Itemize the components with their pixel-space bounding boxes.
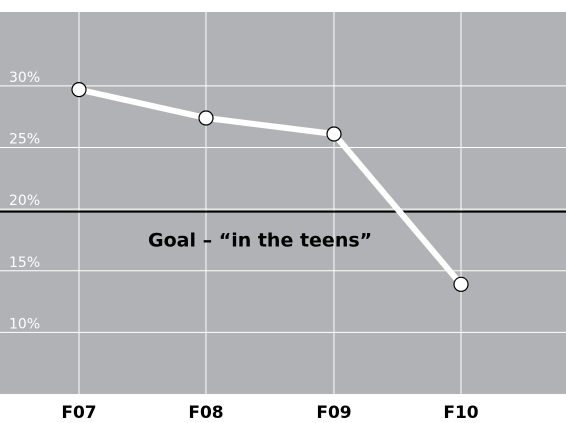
x-axis-ticks: F07 F08 F09 F10 [61, 403, 478, 423]
data-point-f10 [453, 276, 469, 292]
gridlines [0, 12, 566, 394]
data-point-f07 [71, 82, 87, 98]
y-tick-label-2: 20% [9, 193, 40, 209]
y-tick-label-0: 30% [9, 70, 40, 86]
y-tick-label-4: 10% [9, 316, 40, 332]
series-group [71, 82, 469, 292]
y-axis-ticks: 30% 25% 20% 15% 10% [9, 70, 40, 332]
goal-reference: Goal – “in the teens” [0, 210, 566, 252]
plot-background [0, 12, 566, 394]
series-line-0 [78, 86, 464, 287]
data-point-f08 [198, 110, 214, 126]
x-tick-label-3: F10 [443, 403, 478, 423]
data-point-f09 [326, 126, 342, 142]
y-tick-label-3: 15% [9, 255, 40, 271]
goal-label: Goal – “in the teens” [148, 230, 372, 252]
x-tick-label-2: F09 [316, 403, 351, 423]
x-tick-label-0: F07 [61, 403, 96, 423]
x-tick-label-1: F08 [188, 403, 223, 423]
y-tick-label-1: 25% [9, 132, 40, 148]
